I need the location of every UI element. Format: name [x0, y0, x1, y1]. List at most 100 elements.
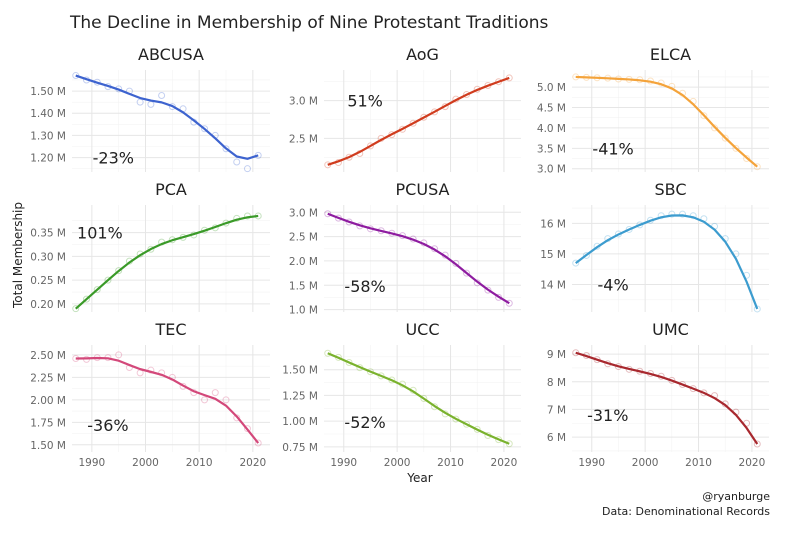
data-point	[243, 165, 251, 173]
data-point	[201, 396, 209, 404]
panel-title: UMC	[652, 320, 689, 339]
data-point	[463, 420, 471, 428]
data-point	[211, 389, 219, 397]
y-tick-label: 1.30 M	[30, 130, 66, 142]
percent-change-label: -4%	[598, 275, 629, 294]
data-point	[700, 112, 708, 120]
y-tick-label: 14 M	[540, 279, 566, 291]
data-point	[243, 425, 251, 433]
data-point	[115, 351, 123, 359]
panel-pcusa: 1.0 M 1.5 M 2.0 M 2.5 M 3.0 M PCUSA -58%	[289, 180, 521, 317]
y-tick-label: 3.5 M	[537, 143, 566, 155]
x-tick-label: 1990	[578, 457, 605, 469]
percent-change-label: 101%	[77, 224, 123, 243]
chart-title: The Decline in Membership of Nine Protes…	[69, 13, 548, 33]
x-tick-label: 2010	[186, 457, 213, 469]
y-tick-label: 4.5 M	[537, 103, 566, 115]
data-point	[505, 440, 513, 448]
panel-title: SBC	[654, 180, 686, 199]
percent-change-label: -58%	[344, 277, 385, 296]
data-point	[72, 305, 80, 313]
trend-line	[575, 75, 758, 168]
x-tick-label: 2020	[491, 457, 518, 469]
panel-title: PCA	[155, 180, 187, 199]
data-point	[431, 108, 439, 116]
y-tick-label: 1.75 M	[30, 417, 66, 429]
y-tick-label: 5.0 M	[537, 82, 566, 94]
x-tick-label: 2000	[384, 457, 411, 469]
panel-tec: 1.50 M 1.75 M 2.00 M 2.25 M 2.50 M 1990 2000 20…	[30, 320, 270, 469]
panel-title: PCUSA	[396, 180, 450, 199]
trend-line	[75, 214, 259, 310]
y-tick-label: 9 M	[547, 349, 566, 361]
x-tick-label: 1990	[330, 457, 357, 469]
panel-abcusa: 1.20 M 1.30 M 1.40 M 1.50 M ABCUSA -23%	[30, 45, 270, 173]
data-point	[753, 163, 761, 171]
y-tick-label: 0.75 M	[282, 442, 318, 454]
y-tick-label: 0.30 M	[30, 251, 66, 263]
panel-aog: 2.5 M 3.0 M AoG 51%	[289, 45, 521, 172]
y-tick-label: 1.50 M	[30, 440, 66, 452]
data-point	[463, 269, 471, 277]
x-tick-label: 2020	[239, 457, 266, 469]
source: Data: Denominational Records	[602, 505, 770, 518]
panel-ucc: 0.75 M 1.00 M 1.25 M 1.50 M 1990 2000 2010 2020…	[282, 320, 521, 469]
panel-elca: 3.0 M 3.5 M 4.0 M 4.5 M 5.0 M ELCA -41%	[537, 45, 769, 176]
y-tick-label: 2.50 M	[30, 350, 66, 362]
y-axis-title: Total Membership	[11, 202, 25, 309]
trend-line	[75, 74, 259, 160]
data-point	[721, 134, 729, 142]
data-point	[233, 158, 241, 166]
panel-umc: 6 M 7 M 8 M 9 M 1990 2000 2010 2020 UMC -31%	[547, 320, 769, 469]
data-point	[233, 414, 241, 422]
data-point	[679, 210, 687, 218]
data-point	[254, 439, 262, 447]
y-tick-label: 2.0 M	[289, 256, 318, 268]
panel-title: AoG	[406, 45, 439, 64]
y-tick-label: 7 M	[547, 404, 566, 416]
trend-line	[327, 76, 510, 166]
x-tick-label: 1990	[78, 457, 105, 469]
y-tick-label: 6 M	[547, 432, 566, 444]
data-point	[732, 144, 740, 152]
y-tick-label: 16 M	[540, 218, 566, 230]
y-tick-label: 8 M	[547, 377, 566, 389]
data-point	[473, 425, 481, 433]
data-point	[582, 251, 590, 259]
y-tick-label: 2.25 M	[30, 372, 66, 384]
data-point	[657, 212, 665, 220]
data-point	[420, 395, 428, 402]
data-point	[345, 358, 353, 366]
data-point	[452, 415, 460, 423]
data-point	[409, 119, 417, 127]
percent-change-label: -41%	[592, 139, 633, 158]
panel-title: ABCUSA	[138, 45, 204, 64]
data-point	[115, 267, 123, 275]
y-tick-label: 3.0 M	[537, 164, 566, 176]
data-point	[222, 396, 230, 404]
data-point	[147, 245, 155, 253]
panel-title: UCC	[405, 320, 439, 339]
data-point	[572, 259, 580, 267]
panel-title: ELCA	[650, 45, 691, 64]
y-tick-label: 2.00 M	[30, 395, 66, 407]
data-point	[82, 295, 90, 303]
y-tick-label: 2.5 M	[289, 133, 318, 145]
trend-line	[575, 214, 759, 310]
data-point	[420, 113, 428, 121]
data-point	[743, 155, 751, 163]
y-tick-label: 3.0 M	[289, 96, 318, 108]
x-tick-label: 2000	[132, 457, 159, 469]
credit: @ryanburge	[702, 490, 770, 503]
data-point	[753, 440, 761, 448]
data-point	[711, 124, 719, 132]
x-axis-title: Year	[406, 471, 432, 485]
trend-line	[327, 352, 510, 445]
x-tick-label: 2010	[685, 457, 712, 469]
data-point	[388, 131, 396, 139]
data-point	[625, 225, 633, 233]
x-tick-label: 2010	[437, 457, 464, 469]
data-point	[158, 92, 166, 99]
percent-change-label: 51%	[347, 92, 383, 111]
